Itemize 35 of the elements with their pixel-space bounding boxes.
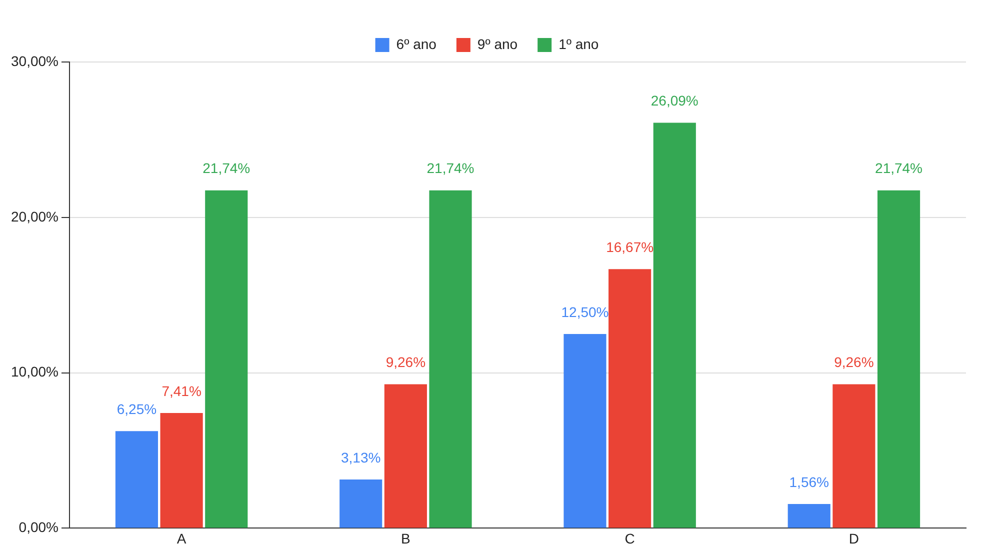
bar [564,334,606,528]
bar [653,122,696,528]
bar [832,384,876,528]
data-label: 9,26% [834,354,874,370]
y-tick-label: 10,00% [11,364,58,380]
x-tick-label: A [176,530,187,546]
bar [608,269,652,528]
bar [429,190,472,528]
data-label: 21,74% [202,160,250,176]
data-label: 21,74% [875,160,923,176]
legend-label: 6º ano [396,36,437,52]
y-tick-label: 30,00% [11,52,58,69]
data-label: 1,56% [789,474,829,490]
data-label: 9,26% [386,354,426,370]
data-label: 16,67% [606,239,654,256]
bar [160,413,203,528]
y-tick-label: 0,00% [18,519,58,536]
data-label: 12,50% [561,304,609,320]
bar [384,384,427,528]
data-label: 3,13% [341,449,381,466]
bar [877,190,920,528]
bar [788,504,830,528]
x-tick-label: D [848,530,859,546]
legend-label: 1º ano [558,36,599,52]
bar [205,190,248,528]
data-label: 26,09% [650,92,698,109]
bar [115,431,158,528]
bar [340,480,382,528]
x-tick-label: B [401,530,410,546]
data-label: 21,74% [426,160,474,176]
data-label: 6,25% [116,400,157,417]
data-label: 7,41% [162,382,202,399]
x-tick-label: C [624,530,635,546]
y-tick-label: 20,00% [11,208,58,224]
legend-label: 9º ano [477,36,518,52]
